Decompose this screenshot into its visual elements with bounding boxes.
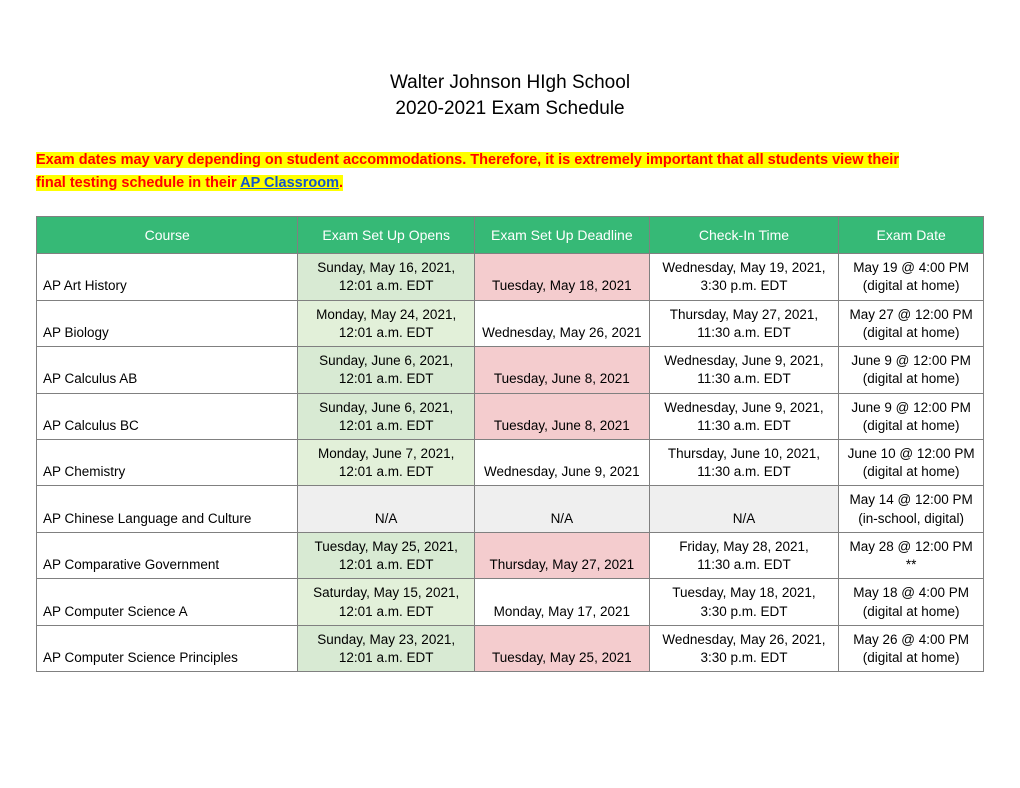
cell-deadline: Tuesday, June 8, 2021 [474,347,649,393]
cell-deadline: Tuesday, May 25, 2021 [474,625,649,671]
cell-course: AP Chemistry [37,439,298,485]
notice-text-2: final testing schedule in their AP Class… [36,175,343,191]
cell-deadline: Tuesday, June 8, 2021 [474,393,649,439]
cell-checkin: Wednesday, June 9, 2021,11:30 a.m. EDT [649,347,839,393]
cell-course: AP Art History [37,254,298,300]
cell-course: AP Comparative Government [37,532,298,578]
cell-setup-open: N/A [298,486,475,532]
cell-checkin: Friday, May 28, 2021,11:30 a.m. EDT [649,532,839,578]
cell-checkin: Wednesday, May 26, 2021,3:30 p.m. EDT [649,625,839,671]
table-row: AP Calculus ABSunday, June 6, 2021,12:01… [37,347,984,393]
cell-setup-open: Tuesday, May 25, 2021,12:01 a.m. EDT [298,532,475,578]
table-row: AP Computer Science ASaturday, May 15, 2… [37,579,984,625]
cell-deadline: N/A [474,486,649,532]
exam-schedule-table: Course Exam Set Up Opens Exam Set Up Dea… [36,216,984,672]
cell-course: AP Chinese Language and Culture [37,486,298,532]
table-row: AP Calculus BCSunday, June 6, 2021,12:01… [37,393,984,439]
cell-examdate: May 14 @ 12:00 PM(in-school, digital) [839,486,984,532]
cell-deadline: Thursday, May 27, 2021 [474,532,649,578]
ap-classroom-link[interactable]: AP Classroom [240,175,339,191]
cell-setup-open: Saturday, May 15, 2021,12:01 a.m. EDT [298,579,475,625]
cell-examdate: June 10 @ 12:00 PM(digital at home) [839,439,984,485]
cell-examdate: May 19 @ 4:00 PM(digital at home) [839,254,984,300]
cell-examdate: May 26 @ 4:00 PM(digital at home) [839,625,984,671]
col-course: Course [37,217,298,254]
cell-setup-open: Sunday, May 16, 2021,12:01 a.m. EDT [298,254,475,300]
cell-deadline: Wednesday, May 26, 2021 [474,300,649,346]
cell-examdate: June 9 @ 12:00 PM(digital at home) [839,347,984,393]
cell-setup-open: Monday, June 7, 2021,12:01 a.m. EDT [298,439,475,485]
cell-examdate: May 18 @ 4:00 PM(digital at home) [839,579,984,625]
col-examdate: Exam Date [839,217,984,254]
col-checkin: Check-In Time [649,217,839,254]
page-title: Walter Johnson HIgh School 2020-2021 Exa… [36,70,984,121]
cell-deadline: Tuesday, May 18, 2021 [474,254,649,300]
cell-course: AP Calculus AB [37,347,298,393]
table-row: AP Chinese Language and CultureN/AN/AN/A… [37,486,984,532]
cell-checkin: Tuesday, May 18, 2021,3:30 p.m. EDT [649,579,839,625]
notice-banner: Exam dates may vary depending on student… [36,149,984,194]
cell-course: AP Biology [37,300,298,346]
cell-setup-open: Sunday, May 23, 2021,12:01 a.m. EDT [298,625,475,671]
cell-checkin: Wednesday, June 9, 2021,11:30 a.m. EDT [649,393,839,439]
cell-checkin: Thursday, May 27, 2021,11:30 a.m. EDT [649,300,839,346]
cell-setup-open: Sunday, June 6, 2021,12:01 a.m. EDT [298,347,475,393]
cell-examdate: June 9 @ 12:00 PM(digital at home) [839,393,984,439]
cell-deadline: Monday, May 17, 2021 [474,579,649,625]
cell-examdate: May 27 @ 12:00 PM(digital at home) [839,300,984,346]
table-row: AP BiologyMonday, May 24, 2021,12:01 a.m… [37,300,984,346]
notice-text-1: Exam dates may vary depending on student… [36,152,899,168]
cell-checkin: Wednesday, May 19, 2021,3:30 p.m. EDT [649,254,839,300]
col-deadline: Exam Set Up Deadline [474,217,649,254]
cell-deadline: Wednesday, June 9, 2021 [474,439,649,485]
cell-setup-open: Monday, May 24, 2021,12:01 a.m. EDT [298,300,475,346]
cell-setup-open: Sunday, June 6, 2021,12:01 a.m. EDT [298,393,475,439]
cell-course: AP Calculus BC [37,393,298,439]
table-row: AP Comparative GovernmentTuesday, May 25… [37,532,984,578]
cell-examdate: May 28 @ 12:00 PM ** [839,532,984,578]
title-line-2: 2020-2021 Exam Schedule [395,98,624,119]
table-row: AP Computer Science PrinciplesSunday, Ma… [37,625,984,671]
table-header-row: Course Exam Set Up Opens Exam Set Up Dea… [37,217,984,254]
cell-checkin: N/A [649,486,839,532]
cell-checkin: Thursday, June 10, 2021,11:30 a.m. EDT [649,439,839,485]
cell-course: AP Computer Science A [37,579,298,625]
title-line-1: Walter Johnson HIgh School [390,72,630,93]
table-row: AP ChemistryMonday, June 7, 2021,12:01 a… [37,439,984,485]
cell-course: AP Computer Science Principles [37,625,298,671]
table-row: AP Art HistorySunday, May 16, 2021,12:01… [37,254,984,300]
col-setup: Exam Set Up Opens [298,217,475,254]
